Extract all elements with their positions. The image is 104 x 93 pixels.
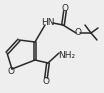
Text: O: O (61, 4, 69, 12)
Text: O: O (74, 28, 82, 36)
Text: HN: HN (41, 17, 55, 27)
Text: O: O (43, 77, 50, 85)
Text: O: O (7, 68, 14, 77)
Text: NH₂: NH₂ (58, 50, 76, 60)
